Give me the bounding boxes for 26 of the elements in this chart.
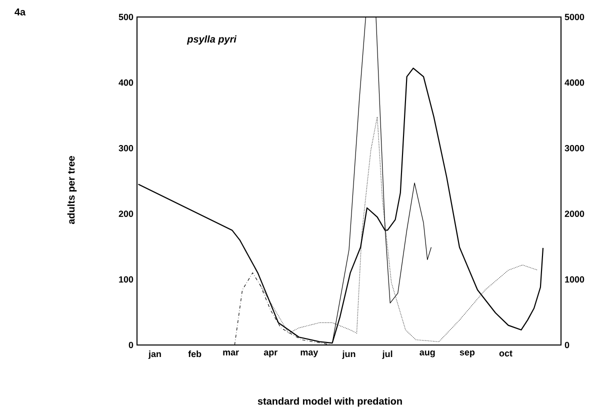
x-tick-label: aug (420, 350, 435, 358)
x-tick-label: apr (264, 350, 278, 358)
y-tick-label: 400 (118, 79, 134, 86)
x-tick-label: mar (223, 350, 239, 356)
x-tick-label: oct (499, 350, 512, 356)
y-tick-label: 500 (118, 14, 134, 20)
x-tick-label: jun (342, 350, 356, 359)
x-tick-label: feb (188, 350, 202, 358)
x-axis-title: standard model with predation (258, 397, 402, 407)
y-tick-label: 0 (128, 342, 134, 348)
x-tick-label: sep (460, 350, 475, 358)
y2-tick-label: 2000 (564, 210, 584, 217)
x-tick-label: jul (382, 350, 392, 359)
x-tick-label: may (300, 350, 318, 358)
y-tick-label: 200 (118, 210, 134, 217)
y2-tick-label: 5000 (564, 14, 584, 20)
y-tick-label: 100 (119, 276, 134, 283)
y2-tick-label: 3000 (564, 145, 584, 152)
text: psylla pyri (186, 35, 237, 45)
y2-tick-label: 0 (564, 342, 570, 348)
y2-tick-label: 1000 (565, 276, 584, 283)
text: 4a (14, 8, 26, 16)
y-tick-label: 300 (118, 145, 134, 152)
y-axis-title: adults per tree (67, 156, 77, 224)
y2-tick-label: 4000 (564, 79, 584, 86)
x-tick-label: jan (148, 350, 161, 359)
